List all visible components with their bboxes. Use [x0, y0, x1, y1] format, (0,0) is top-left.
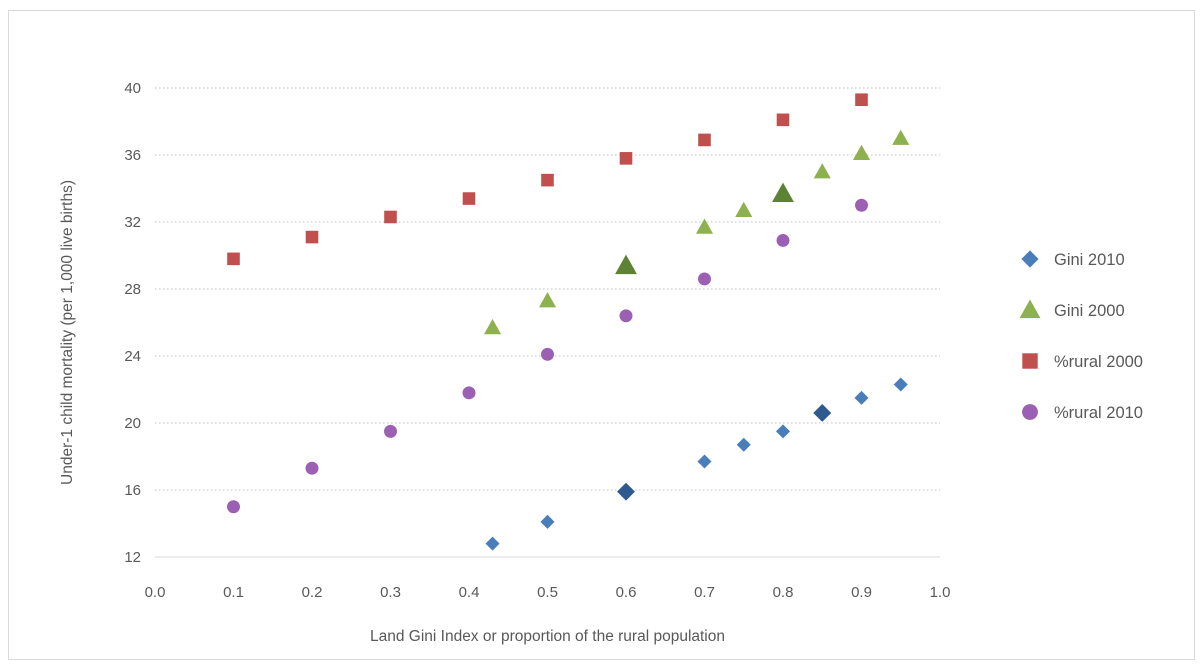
point-gini-2010 — [617, 482, 635, 501]
point-gini-2000 — [813, 163, 831, 179]
point-gini-2010 — [540, 514, 555, 529]
legend-marker — [1021, 250, 1039, 268]
point-gini-2000 — [772, 182, 794, 203]
point-pct-rural-2000 — [776, 113, 790, 127]
legend-marker — [1022, 404, 1038, 420]
point-pct-rural-2000 — [384, 210, 397, 224]
x-tick-label: 0.2 — [302, 584, 323, 601]
y-tick-label: 36 — [124, 147, 141, 164]
x-tick-label: 0.3 — [380, 584, 401, 601]
x-axis-title: Land Gini Index or proportion of the rur… — [370, 628, 725, 645]
y-tick-label: 28 — [124, 281, 141, 298]
y-tick-label: 16 — [124, 482, 141, 499]
point-gini-2000 — [892, 129, 910, 145]
point-gini-2000 — [695, 218, 714, 234]
point-pct-rural-2010 — [698, 272, 711, 286]
point-pct-rural-2010 — [384, 424, 397, 438]
y-tick-label: 40 — [124, 80, 141, 97]
point-gini-2010 — [854, 390, 869, 405]
grid-lines — [155, 87, 940, 558]
point-gini-2010 — [485, 536, 500, 551]
y-tick-label: 20 — [124, 415, 141, 432]
y-tick-label: 32 — [124, 214, 141, 231]
point-pct-rural-2010 — [776, 233, 790, 247]
axes: 12 16 20 24 28 32 36 40 0.0 0.1 0.2 0.3 0.4 0.5 0.6 0.7… — [124, 80, 950, 601]
point-pct-rural-2000 — [619, 152, 633, 165]
point-pct-rural-2000 — [698, 133, 711, 147]
point-pct-rural-2000 — [462, 192, 476, 205]
point-pct-rural-2010 — [855, 198, 868, 212]
point-pct-rural-2010 — [541, 347, 554, 361]
point-pct-rural-2010 — [227, 500, 240, 514]
x-tick-label: 0.4 — [459, 584, 480, 601]
point-gini-2010 — [775, 424, 791, 439]
x-tick-label: 0.6 — [616, 584, 637, 601]
point-gini-2000 — [538, 292, 557, 308]
chart-frame — [8, 10, 1195, 660]
point-pct-rural-2000 — [305, 230, 319, 244]
y-tick-label: 24 — [124, 348, 141, 365]
x-tick-label: 0.9 — [851, 584, 872, 601]
point-pct-rural-2010 — [462, 386, 476, 400]
point-pct-rural-2010 — [305, 461, 319, 475]
y-tick-label: 12 — [124, 549, 141, 566]
legend-label: Gini 2000 — [1054, 302, 1125, 320]
legend-label: %rural 2000 — [1054, 353, 1143, 371]
point-pct-rural-2000 — [227, 252, 240, 266]
point-gini-2010 — [736, 437, 751, 452]
point-pct-rural-2000 — [541, 173, 554, 187]
x-tick-label: 0.7 — [694, 584, 715, 601]
y-axis-title: Under-1 child mortality (per 1,000 live … — [59, 180, 76, 485]
point-gini-2010 — [893, 377, 908, 392]
x-tick-label: 0.8 — [773, 584, 794, 601]
x-tick-label: 0.5 — [537, 584, 558, 601]
x-tick-label: 1.0 — [930, 584, 951, 601]
legend-label: %rural 2010 — [1054, 404, 1143, 422]
point-pct-rural-2010 — [619, 309, 633, 323]
point-gini-2000 — [735, 201, 753, 217]
legend-marker — [1022, 353, 1038, 369]
legend: Gini 2010 Gini 2000 %rural 2000 %rural 2010 — [1019, 250, 1143, 422]
x-tick-label: 0.0 — [145, 584, 166, 601]
point-gini-2000 — [484, 318, 502, 335]
point-gini-2000 — [615, 254, 637, 275]
point-pct-rural-2000 — [855, 93, 868, 107]
point-gini-2010 — [813, 403, 832, 422]
legend-marker — [1019, 299, 1041, 319]
point-gini-2000 — [852, 144, 871, 160]
data-points — [227, 93, 910, 551]
point-gini-2010 — [697, 454, 712, 469]
x-tick-label: 0.1 — [223, 584, 244, 601]
legend-label: Gini 2010 — [1054, 251, 1125, 269]
